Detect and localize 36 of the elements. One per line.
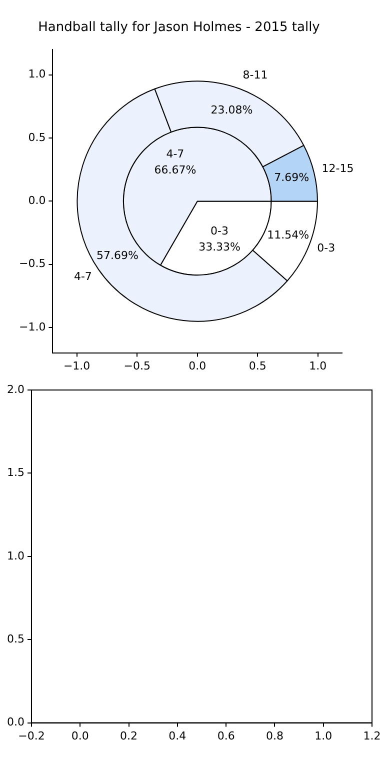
slice-label: 4-7 [74, 270, 92, 284]
x-tick-label: 0.0 [71, 729, 89, 742]
category-label: 0-3 [210, 224, 229, 238]
slice-label: 0-3 [317, 242, 336, 255]
x-tick-label: 0.6 [217, 729, 235, 742]
x-tick-label: 1.0 [314, 729, 332, 742]
x-tick-label: 0.8 [266, 729, 284, 742]
x-tick-label: −1.0 [63, 359, 90, 372]
y-tick-label: −0.5 [18, 257, 46, 270]
x-tick-label: 0.5 [248, 359, 266, 372]
y-tick-label: −1.0 [18, 320, 46, 334]
y-tick-label: 0.0 [28, 194, 46, 208]
x-tick-label: 0.4 [168, 729, 186, 742]
y-tick-label: 0.5 [6, 632, 24, 646]
data-label: 57.69% [96, 249, 138, 262]
data-label: 7.69% [274, 170, 310, 184]
y-tick-label: 1.0 [6, 549, 24, 562]
x-tick-label: −0.5 [124, 359, 150, 372]
data-label: 66.67% [154, 164, 196, 177]
y-tick-label: 0.0 [6, 716, 24, 729]
slice-label: 4-7 [166, 148, 184, 161]
y-tick-label: 1.0 [28, 68, 46, 81]
x-tick-label: 0.2 [120, 729, 138, 742]
x-tick-label: −0.2 [18, 729, 45, 742]
slice-label: 8-11 [242, 68, 268, 82]
y-tick-label: 1.5 [6, 466, 24, 480]
y-tick-label: 2.0 [6, 382, 24, 396]
slice-label: 12-15 [322, 162, 354, 175]
data-label: 23.08% [210, 103, 253, 116]
y-tick-label: 0.5 [28, 130, 46, 144]
chart-title: Handball tally for Jason Holmes - 2015 tally [38, 20, 320, 36]
x-tick-label: 1.0 [309, 359, 327, 372]
data-label: 33.33% [198, 240, 241, 254]
data-label: 11.54% [267, 228, 310, 242]
x-tick-label: 0.0 [188, 359, 206, 372]
x-tick-label: 1.2 [363, 729, 381, 742]
